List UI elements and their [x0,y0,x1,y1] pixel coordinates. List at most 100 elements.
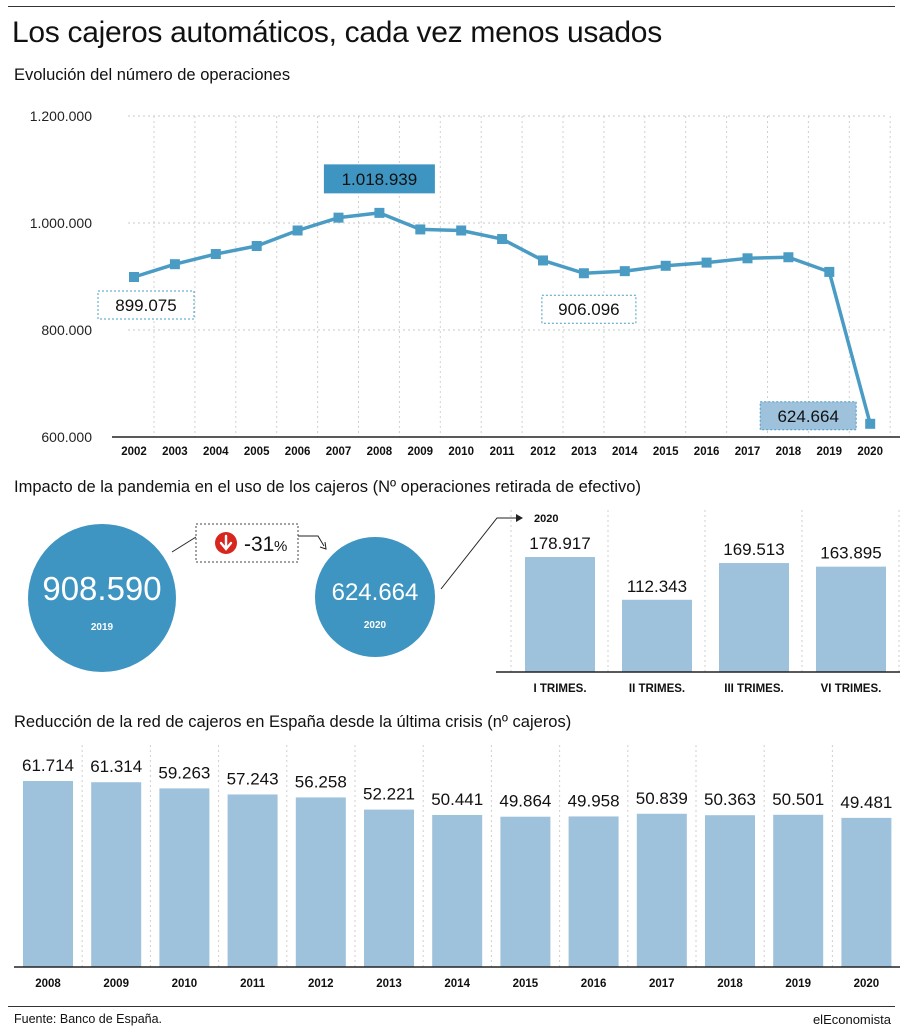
x-tick-label: 2009 [408,446,434,458]
footer-rule [8,1006,895,1007]
network-bar [432,814,483,967]
line-chart-title: Evolución del número de operaciones [14,66,291,84]
network-value-label: 59.263 [158,763,210,782]
quarter-bar [622,599,692,672]
network-bar [568,816,619,967]
quarter-label: I TRIMES. [533,683,586,695]
annotation-box [541,294,637,324]
annotation-label: 899.075 [115,296,176,315]
network-value-label: 49.481 [840,793,892,812]
value-2020: 624.664 [332,579,419,606]
annotation-label: 624.664 [777,407,838,426]
annotation-box [759,401,857,431]
network-year-label: 2012 [308,978,334,990]
down-arrow-glyph [219,534,233,551]
data-point [292,225,303,236]
network-chart-title: Reducción de la red de cajeros en España… [14,713,572,731]
connector-line [171,536,197,553]
y-tick-label: 1.000.000 [30,215,92,231]
arrow-head [319,541,327,550]
network-bar [636,813,687,967]
change-value: -31 [244,533,274,556]
x-tick-label: 2004 [203,446,229,458]
network-bar [705,815,755,967]
network-value-label: 49.958 [568,791,620,810]
network-bar [227,794,278,967]
network-year-label: 2009 [103,978,129,990]
network-value-label: 50.501 [772,790,824,809]
data-point [865,418,876,429]
network-value-label: 50.839 [636,789,688,808]
data-point [578,268,589,279]
network-bar [159,788,210,967]
network-year-label: 2014 [444,978,470,990]
quarter-label: VI TRIMES. [821,683,882,695]
network-year-label: 2010 [172,978,198,990]
arrow-head [516,514,523,522]
x-tick-label: 2013 [571,446,597,458]
x-tick-label: 2019 [817,446,843,458]
change-box [195,523,299,563]
data-point [333,212,344,223]
x-tick-label: 2016 [694,446,720,458]
y-tick-label: 800.000 [41,322,92,338]
pandemic-chart-title: Impacto de la pandemia en el uso de los … [14,478,641,496]
network-year-label: 2016 [581,978,607,990]
network-value-label: 61.714 [22,756,74,775]
x-tick-label: 2003 [162,446,188,458]
y-tick-label: 600.000 [41,429,92,445]
network-value-label: 49.864 [499,792,551,811]
x-tick-label: 2015 [653,446,679,458]
data-point [456,225,467,236]
network-year-label: 2020 [854,978,880,990]
data-point [742,253,753,264]
data-point [251,241,262,252]
data-point [783,252,794,263]
circle-2019 [28,524,176,672]
year-2019: 2019 [91,622,114,633]
network-value-label: 52.221 [363,785,415,804]
y-tick-label: 1.200.000 [30,108,92,124]
quarter-value-label: 178.917 [529,534,590,553]
quarter-bar [525,557,595,672]
network-year-label: 2018 [717,978,743,990]
data-point [415,224,426,235]
network-value-label: 57.243 [227,769,279,788]
annotation-label: 906.096 [558,300,619,319]
quarter-value-label: 163.895 [820,544,881,563]
x-tick-label: 2012 [530,446,556,458]
network-bar [364,809,414,967]
circle-2020 [315,537,435,657]
annotation-label: 1.018.939 [342,170,418,189]
x-tick-label: 2010 [448,446,474,458]
x-tick-label: 2011 [490,446,516,458]
data-point [660,260,671,271]
x-tick-label: 2018 [776,446,802,458]
x-tick-label: 2005 [244,446,270,458]
connector-line [440,517,522,590]
data-point [169,259,180,270]
data-point [497,234,508,245]
network-year-label: 2015 [513,978,539,990]
x-tick-label: 2008 [367,446,393,458]
annotation-box [97,290,195,320]
quarter-label: II TRIMES. [629,683,685,695]
connector-line [298,535,325,547]
network-year-label: 2017 [649,978,675,990]
x-tick-label: 2017 [735,446,761,458]
x-tick-label: 2014 [612,446,638,458]
change-unit: % [274,538,287,555]
network-value-label: 61.314 [90,757,142,776]
operations-line-chart: 1.200.000 1.000.000 800.000 600.000 2002 2003… [30,108,900,458]
quarter-chart-year: 2020 [534,513,558,525]
network-year-label: 2013 [376,978,402,990]
data-point [129,271,139,282]
x-tick-label: 2002 [121,446,147,458]
x-tick-label: 2007 [326,446,352,458]
network-bar [295,797,346,967]
quarter-value-label: 169.513 [723,540,784,559]
network-bar [773,814,824,967]
source-note: Fuente: Banco de España. [14,1012,163,1026]
data-point [824,266,835,277]
data-point [538,255,548,266]
